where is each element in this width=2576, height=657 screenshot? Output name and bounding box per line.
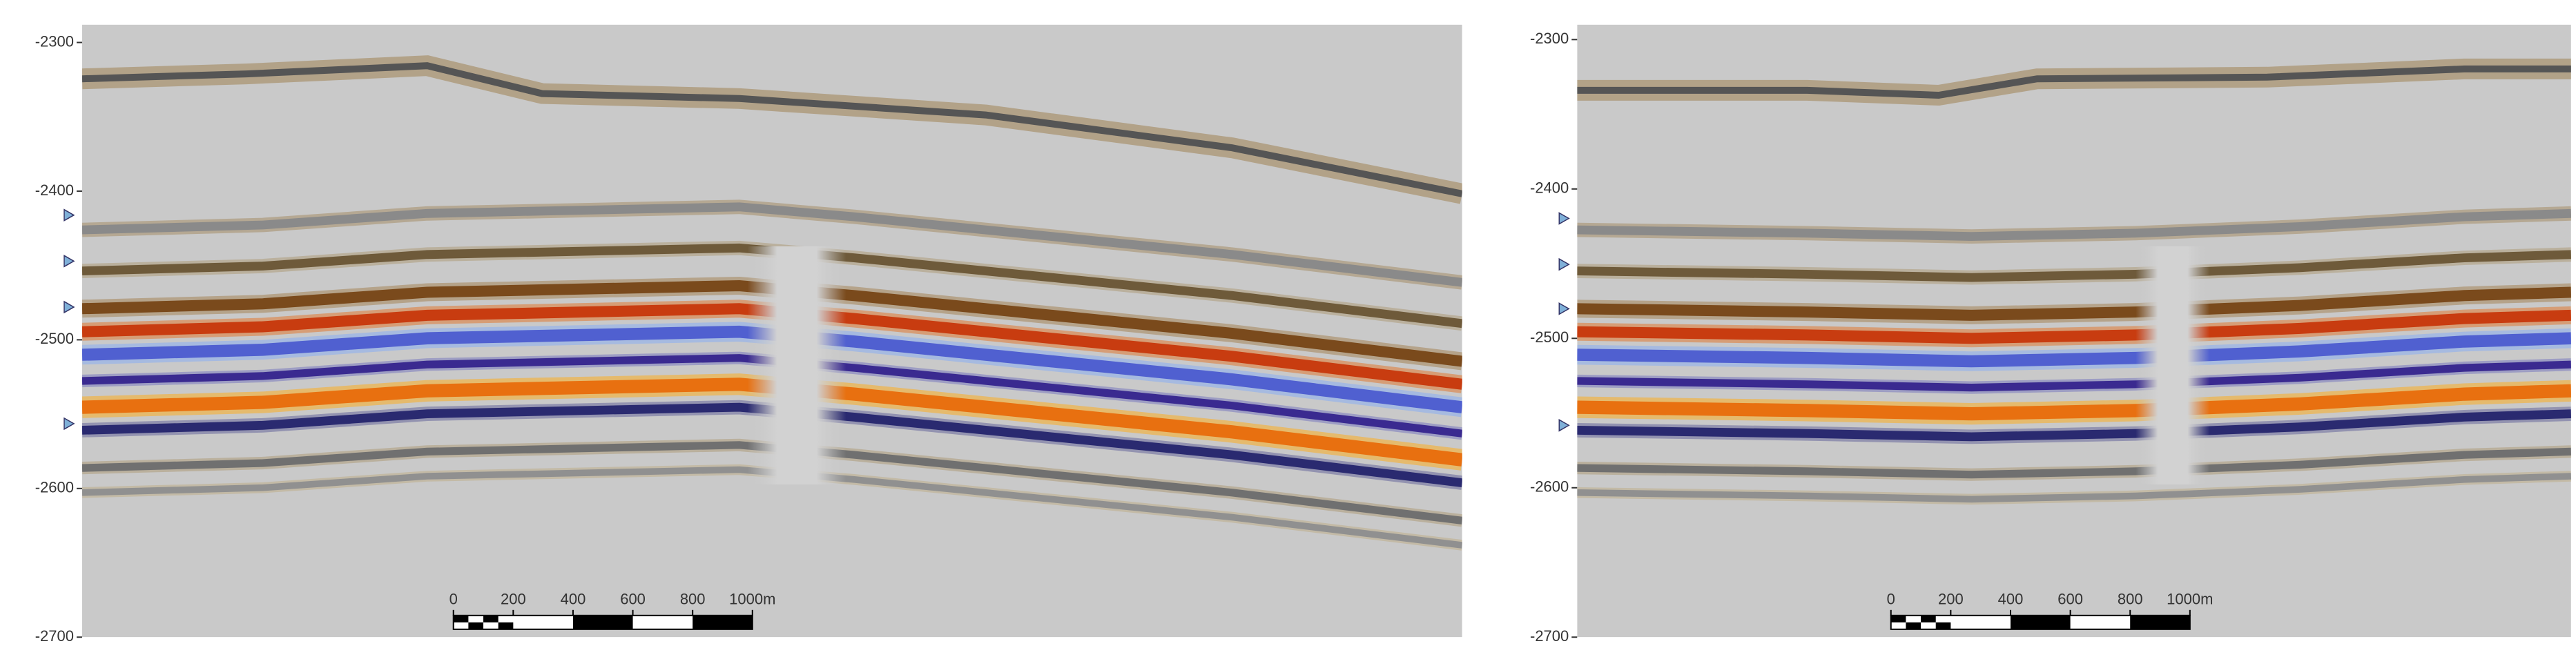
seismic-section [1577, 24, 2571, 638]
well-marker [64, 208, 75, 222]
reflector [1577, 286, 2571, 321]
reflector [1577, 447, 2571, 479]
reflector [1577, 65, 2571, 99]
scale-segment [1906, 622, 1921, 629]
scale-label: 0 [1887, 591, 1895, 608]
reflector [1577, 208, 2571, 242]
scale-label: 400 [1998, 591, 2024, 608]
scale-segment [483, 615, 498, 622]
scale-label: 800 [2118, 591, 2143, 608]
y-tick-label: -2400 [35, 182, 74, 199]
reflector [1577, 360, 2571, 392]
seismic-section [81, 24, 1462, 638]
well-marker [1558, 302, 1570, 315]
well-marker [64, 300, 75, 314]
reflector [81, 202, 1462, 287]
scale-segment [572, 615, 633, 629]
y-tick-label: -2600 [35, 479, 74, 496]
well-marker [64, 255, 75, 268]
reflector [1577, 473, 2571, 503]
y-tick-label: -2400 [1530, 179, 1569, 197]
well-marker [1558, 418, 1570, 432]
y-tick-label: -2700 [35, 627, 74, 645]
fault-zone [2136, 246, 2210, 484]
scale-segment [1890, 615, 1906, 622]
well-marker [1558, 212, 1570, 225]
y-tick-label: -2300 [1530, 30, 1569, 47]
scale-segment [2010, 615, 2071, 629]
reflector [1577, 332, 2571, 368]
scale-label: 600 [2057, 591, 2083, 608]
reflector [1577, 250, 2571, 282]
scale-segment [453, 615, 469, 622]
reflector [1577, 384, 2571, 421]
reflector [1577, 409, 2571, 442]
scale-label: 1000m [729, 591, 775, 608]
scale-label: 200 [501, 591, 526, 608]
scale-segment [693, 615, 753, 629]
well-marker [64, 417, 75, 431]
y-tick-label: -2500 [35, 330, 74, 347]
scale-segment [468, 622, 484, 629]
y-tick-label: -2500 [1530, 328, 1569, 346]
reflector [1577, 309, 2571, 344]
y-tick-label: -2300 [35, 32, 74, 50]
y-tick-label: -2700 [1530, 627, 1569, 645]
scale-segment [2130, 615, 2190, 629]
scale-segment [1935, 622, 1951, 629]
scale-label: 1000m [2167, 591, 2213, 608]
scale-segment [498, 622, 514, 629]
scale-label: 400 [561, 591, 586, 608]
reflector [81, 62, 1462, 197]
fault-zone [747, 246, 846, 484]
scale-label: 0 [449, 591, 458, 608]
scale-label: 200 [1938, 591, 1964, 608]
scale-label: 800 [680, 591, 706, 608]
well-marker [1558, 257, 1570, 271]
scale-segment [1921, 615, 1936, 622]
y-tick-label: -2600 [1530, 478, 1569, 496]
scale-label: 600 [620, 591, 646, 608]
